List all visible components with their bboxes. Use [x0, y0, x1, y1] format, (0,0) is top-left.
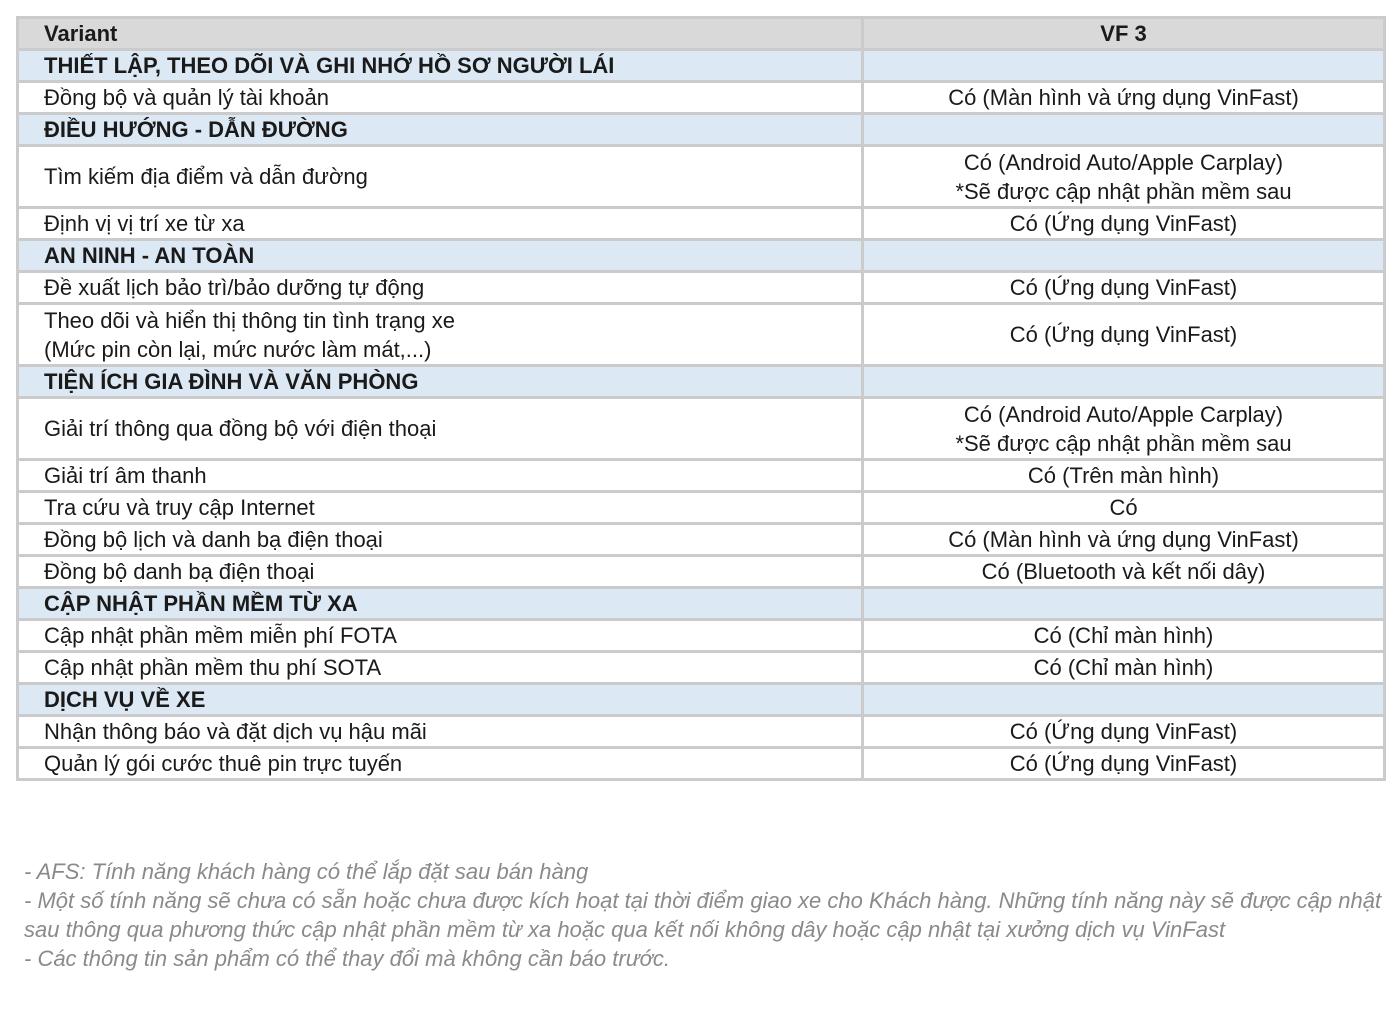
table-row: Nhận thông báo và đặt dịch vụ hậu mãi Có …	[16, 714, 1386, 749]
feature-label: Định vị vị trí xe từ xa	[16, 206, 864, 241]
table-row: Đồng bộ và quản lý tài khoản Có (Màn hình…	[16, 80, 1386, 115]
feature-value: Có (Màn hình và ứng dụng VinFast)	[861, 80, 1386, 115]
feature-value	[861, 48, 1386, 83]
section-title: TIỆN ÍCH GIA ĐÌNH VÀ VĂN PHÒNG	[16, 364, 864, 399]
feature-value: Có (Ứng dụng VinFast)	[861, 206, 1386, 241]
section-row: AN NINH - AN TOÀN	[16, 238, 1386, 273]
feature-value: Có (Ứng dụng VinFast)	[861, 270, 1386, 305]
table-row: Quản lý gói cước thuê pin trực tuyến Có (…	[16, 746, 1386, 781]
section-title: THIẾT LẬP, THEO DÕI VÀ GHI NHỚ HỒ SƠ NGƯ…	[16, 48, 864, 83]
section-title: AN NINH - AN TOÀN	[16, 238, 864, 273]
feature-value: Có	[861, 490, 1386, 525]
table-header: Variant VF 3	[16, 16, 1386, 51]
section-row: ĐIỀU HƯỚNG - DẪN ĐƯỜNG	[16, 112, 1386, 147]
feature-label: Cập nhật phần mềm miễn phí FOTA	[16, 618, 864, 653]
feature-label: Đồng bộ và quản lý tài khoản	[16, 80, 864, 115]
header-variant: Variant	[16, 16, 864, 51]
table-row: Theo dõi và hiển thị thông tin tình trạn…	[16, 302, 1386, 367]
feature-value	[861, 238, 1386, 273]
table-row: Định vị vị trí xe từ xa Có (Ứng dụng VinF…	[16, 206, 1386, 241]
footnote: - Một số tính năng sẽ chưa có sẵn hoặc c…	[24, 888, 1382, 942]
feature-label: Quản lý gói cước thuê pin trực tuyến	[16, 746, 864, 781]
feature-value: Có (Màn hình và ứng dụng VinFast)	[861, 522, 1386, 557]
feature-value: Có (Ứng dụng VinFast)	[861, 302, 1386, 367]
section-row: CẬP NHẬT PHẦN MỀM TỪ XA	[16, 586, 1386, 621]
feature-label: Nhận thông báo và đặt dịch vụ hậu mãi	[16, 714, 864, 749]
feature-value	[861, 682, 1386, 717]
feature-table: Variant VF 3 THIẾT LẬP, THEO DÕI VÀ GHI …	[16, 16, 1386, 781]
feature-value	[861, 586, 1386, 621]
feature-label: Tìm kiếm địa điểm và dẫn đường	[16, 144, 864, 209]
feature-label: Giải trí âm thanh	[16, 458, 864, 493]
table-row: Giải trí âm thanh Có (Trên màn hình)	[16, 458, 1386, 493]
table-row: Tìm kiếm địa điểm và dẫn đường Có (Androi…	[16, 144, 1386, 209]
feature-value: Có (Chỉ màn hình)	[861, 650, 1386, 685]
table-row: Giải trí thông qua đồng bộ với điện thoạ…	[16, 396, 1386, 461]
feature-label: Cập nhật phần mềm thu phí SOTA	[16, 650, 864, 685]
table-row: Đồng bộ danh bạ điện thoại Có (Bluetooth …	[16, 554, 1386, 589]
footnote: - Các thông tin sản phẩm có thể thay đổi…	[24, 946, 671, 971]
feature-label: Đề xuất lịch bảo trì/bảo dưỡng tự động	[16, 270, 864, 305]
feature-value: Có (Ứng dụng VinFast)	[861, 746, 1386, 781]
section-title: DỊCH VỤ VỀ XE	[16, 682, 864, 717]
table-row: Đề xuất lịch bảo trì/bảo dưỡng tự động Có…	[16, 270, 1386, 305]
footnote: - AFS: Tính năng khách hàng có thể lắp đ…	[24, 859, 589, 884]
feature-value: Có (Android Auto/Apple Carplay) *Sẽ được …	[861, 396, 1386, 461]
section-row: DỊCH VỤ VỀ XE	[16, 682, 1386, 717]
feature-label: Giải trí thông qua đồng bộ với điện thoạ…	[16, 396, 864, 461]
table-row: Cập nhật phần mềm miễn phí FOTA Có (Chỉ m…	[16, 618, 1386, 653]
feature-label: Tra cứu và truy cập Internet	[16, 490, 864, 525]
feature-value: Có (Chỉ màn hình)	[861, 618, 1386, 653]
feature-label: Theo dõi và hiển thị thông tin tình trạn…	[16, 302, 864, 367]
section-title: CẬP NHẬT PHẦN MỀM TỪ XA	[16, 586, 864, 621]
feature-value	[861, 364, 1386, 399]
section-row: THIẾT LẬP, THEO DÕI VÀ GHI NHỚ HỒ SƠ NGƯ…	[16, 48, 1386, 83]
table-row: Cập nhật phần mềm thu phí SOTA Có (Chỉ mà…	[16, 650, 1386, 685]
feature-value: Có (Trên màn hình)	[861, 458, 1386, 493]
section-title: ĐIỀU HƯỚNG - DẪN ĐƯỜNG	[16, 112, 864, 147]
table-row: Đồng bộ lịch và danh bạ điện thoại Có (Mà…	[16, 522, 1386, 557]
footnotes: - AFS: Tính năng khách hàng có thể lắp đ…	[24, 857, 1384, 973]
header-model: VF 3	[861, 16, 1386, 51]
table-row: Tra cứu và truy cập Internet Có	[16, 490, 1386, 525]
feature-value: Có (Ứng dụng VinFast)	[861, 714, 1386, 749]
feature-label: Đồng bộ lịch và danh bạ điện thoại	[16, 522, 864, 557]
feature-value: Có (Bluetooth và kết nối dây)	[861, 554, 1386, 589]
section-row: TIỆN ÍCH GIA ĐÌNH VÀ VĂN PHÒNG	[16, 364, 1386, 399]
feature-value	[861, 112, 1386, 147]
feature-label: Đồng bộ danh bạ điện thoại	[16, 554, 864, 589]
feature-value: Có (Android Auto/Apple Carplay) *Sẽ được …	[861, 144, 1386, 209]
